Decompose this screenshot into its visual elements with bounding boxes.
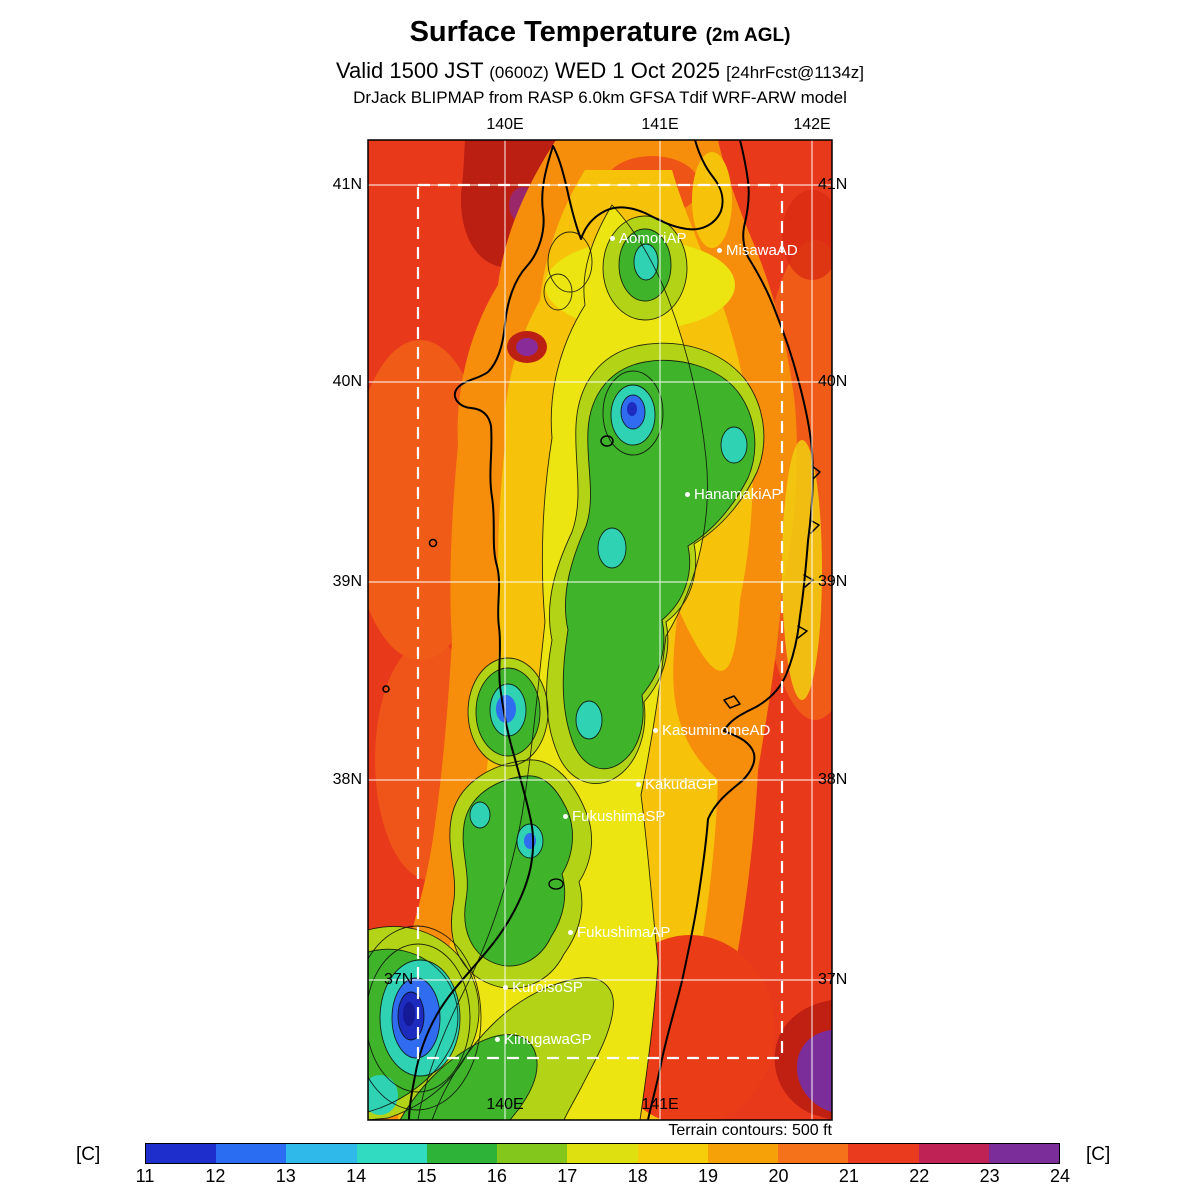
station-kuroiso-sp: KuroisoSP bbox=[503, 979, 583, 996]
station-label: KuroisoSP bbox=[512, 979, 583, 996]
map-frame bbox=[367, 139, 833, 1121]
colorbar-tick: 14 bbox=[346, 1166, 367, 1186]
station-dot bbox=[495, 1037, 500, 1042]
colorbar-segment bbox=[988, 1144, 1060, 1163]
lat-label-41n-left: 41N bbox=[332, 176, 362, 193]
domain-boundary-box bbox=[416, 183, 784, 1060]
colorbar-tick: 24 bbox=[1049, 1166, 1071, 1186]
lat-label-38n-left: 38N bbox=[332, 771, 362, 788]
station-kasuminome-ad: KasuminomeAD bbox=[653, 722, 770, 739]
colorbar-segment bbox=[497, 1144, 568, 1163]
colorbar-tick: 15 bbox=[416, 1166, 437, 1186]
station-label: KasuminomeAD bbox=[662, 722, 771, 739]
lat-label-39n-left: 39N bbox=[332, 573, 362, 590]
lat-label-38n-right: 38N bbox=[818, 771, 848, 788]
colorbar-tick: 13 bbox=[275, 1166, 296, 1186]
page-title: Surface Temperature (2m AGL) bbox=[0, 16, 1200, 49]
station-kinugawa-gp: KinugawaGP bbox=[495, 1031, 592, 1048]
colorbar-unit-left: [C] bbox=[76, 1144, 101, 1165]
station-dot bbox=[717, 248, 722, 253]
grid-lines bbox=[368, 140, 832, 1120]
colorbar-segment bbox=[356, 1144, 427, 1163]
lat-label-37n-left: 37N bbox=[384, 971, 414, 988]
colorbar-segment bbox=[567, 1144, 638, 1163]
station-label: AomoriAP bbox=[619, 230, 687, 247]
colorbar-tick: 20 bbox=[768, 1166, 789, 1186]
colorbar-unit-right: [C] bbox=[1086, 1144, 1111, 1165]
station-label: HanamakiAP bbox=[694, 486, 782, 503]
colorbar-segment bbox=[426, 1144, 498, 1163]
model-line: DrJack BLIPMAP from RASP 6.0km GFSA Tdif… bbox=[353, 88, 847, 107]
valid-zulu: (0600Z) bbox=[489, 63, 549, 82]
lat-label-41n-right: 41N bbox=[818, 176, 848, 193]
station-dot bbox=[636, 782, 641, 787]
station-misawa-ad: MisawaAD bbox=[717, 242, 798, 259]
colorbar-segment bbox=[918, 1144, 989, 1163]
station-dot bbox=[685, 492, 690, 497]
colorbar-tick: 12 bbox=[205, 1166, 226, 1186]
title-text: Surface Temperature bbox=[409, 16, 698, 48]
lon-label-140e-bottom: 140E bbox=[486, 1096, 524, 1113]
station-fukushima-sp: FukushimaSP bbox=[563, 808, 665, 825]
station-label: FukushimaAP bbox=[577, 924, 671, 941]
lat-label-40n-right: 40N bbox=[818, 373, 848, 390]
colorbar-tick: 23 bbox=[979, 1166, 1000, 1186]
valid-prefix: Valid 1500 JST bbox=[335, 58, 484, 83]
colorbar-segment bbox=[286, 1144, 357, 1163]
station-label: KinugawaGP bbox=[504, 1031, 592, 1048]
colorbar-tick: 17 bbox=[557, 1166, 578, 1186]
colorbar-tick: 22 bbox=[909, 1166, 930, 1186]
station-label: FukushimaSP bbox=[572, 808, 666, 825]
colorbar-segment bbox=[146, 1144, 217, 1163]
station-hanamaki-ap: HanamakiAP bbox=[685, 486, 782, 503]
colorbar-tick: 21 bbox=[838, 1166, 859, 1186]
colorbar-segment bbox=[216, 1144, 287, 1163]
station-aomori-ap: AomoriAP bbox=[610, 230, 687, 247]
station-dot bbox=[503, 985, 508, 990]
terrain-contours bbox=[368, 204, 765, 1120]
coastline bbox=[382, 140, 821, 1120]
colorbar-tick: 16 bbox=[486, 1166, 507, 1186]
station-label: KakudaGP bbox=[645, 776, 718, 793]
station-kakuda-gp: KakudaGP bbox=[636, 776, 718, 793]
lat-label-37n-right: 37N bbox=[818, 971, 848, 988]
valid-date: WED 1 Oct 2025 bbox=[554, 58, 720, 83]
valid-fcst: [24hrFcst@1134z] bbox=[726, 63, 865, 82]
colorbar-tick: 18 bbox=[627, 1166, 648, 1186]
colorbar-tick: 11 bbox=[135, 1166, 155, 1186]
colorbar bbox=[145, 1143, 1060, 1164]
station-dot bbox=[610, 236, 615, 241]
lon-label-142e-top: 142E bbox=[793, 116, 831, 133]
title-suffix: (2m AGL) bbox=[705, 25, 791, 46]
colorbar-segment bbox=[637, 1144, 708, 1163]
station-dot bbox=[563, 814, 568, 819]
colorbar-segment bbox=[848, 1144, 919, 1163]
station-label: MisawaAD bbox=[726, 242, 798, 259]
terrain-contours-note: Terrain contours: 500 ft bbox=[668, 1122, 832, 1139]
lon-label-141e-bottom: 141E bbox=[641, 1096, 679, 1113]
station-fukushima-ap: FukushimaAP bbox=[568, 924, 670, 941]
colorbar-tick: 19 bbox=[698, 1166, 719, 1186]
colorbar-segment bbox=[707, 1144, 779, 1163]
valid-time-line: Valid 1500 JST (0600Z) WED 1 Oct 2025 [2… bbox=[0, 58, 1200, 84]
station-dot bbox=[653, 728, 658, 733]
lon-label-140e-top: 140E bbox=[486, 116, 524, 133]
temperature-field bbox=[368, 140, 832, 1120]
station-dot bbox=[568, 930, 573, 935]
colorbar-segment bbox=[778, 1144, 849, 1163]
colorbar-ticks: 11 12 13 14 15 16 17 18 19 20 21 22 23 24 bbox=[136, 1166, 1070, 1190]
lat-label-39n-right: 39N bbox=[818, 573, 848, 590]
lon-label-141e-top: 141E bbox=[641, 116, 679, 133]
lat-label-40n-left: 40N bbox=[332, 373, 362, 390]
